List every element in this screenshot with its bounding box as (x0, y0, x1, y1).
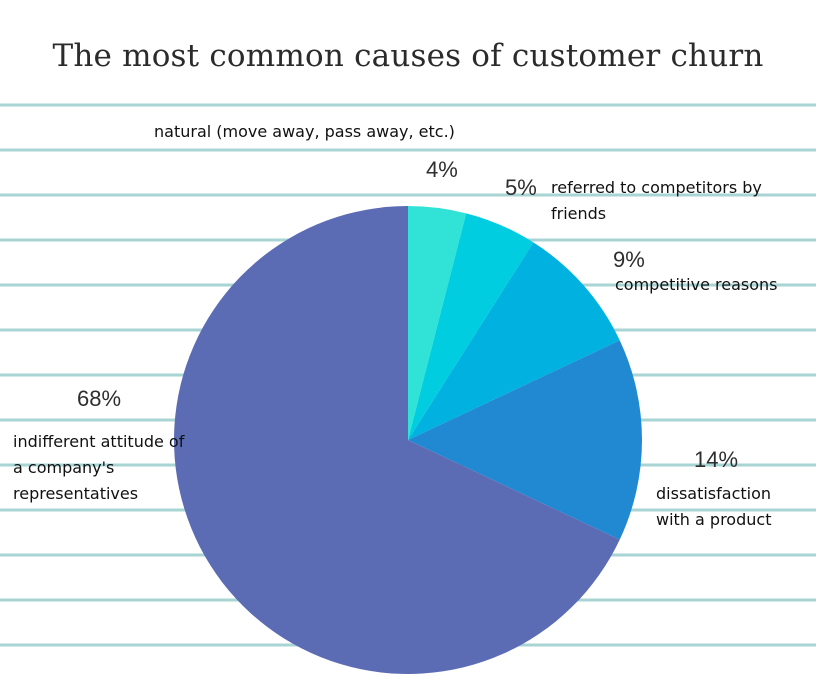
slice-value-dissatisfaction: 14% (694, 447, 739, 472)
pie-slice-competitive (408, 242, 620, 440)
slice-label-competitive: competitive reasons (615, 275, 778, 294)
slice-value-referred: 5% (505, 175, 537, 200)
slice-value-competitive: 9% (613, 247, 645, 272)
chart-title: The most common causes of customer churn (52, 38, 764, 74)
slice-label-indifferent: indifferent attitude of a company's repr… (13, 432, 185, 503)
slice-label-dissatisfaction: dissatisfaction with a product (656, 484, 772, 529)
slice-label-referred: referred to competitors by friends (551, 178, 762, 223)
pie-slice-natural (408, 206, 467, 440)
pie-slice-indifferent (174, 206, 620, 675)
pie-slice-dissatisfaction (408, 340, 642, 540)
slice-value-indifferent: 68% (77, 386, 122, 411)
pie-slice-referred (408, 213, 534, 440)
slice-value-natural: 4% (426, 157, 458, 182)
slice-label-natural: natural (move away, pass away, etc.) (154, 122, 455, 141)
